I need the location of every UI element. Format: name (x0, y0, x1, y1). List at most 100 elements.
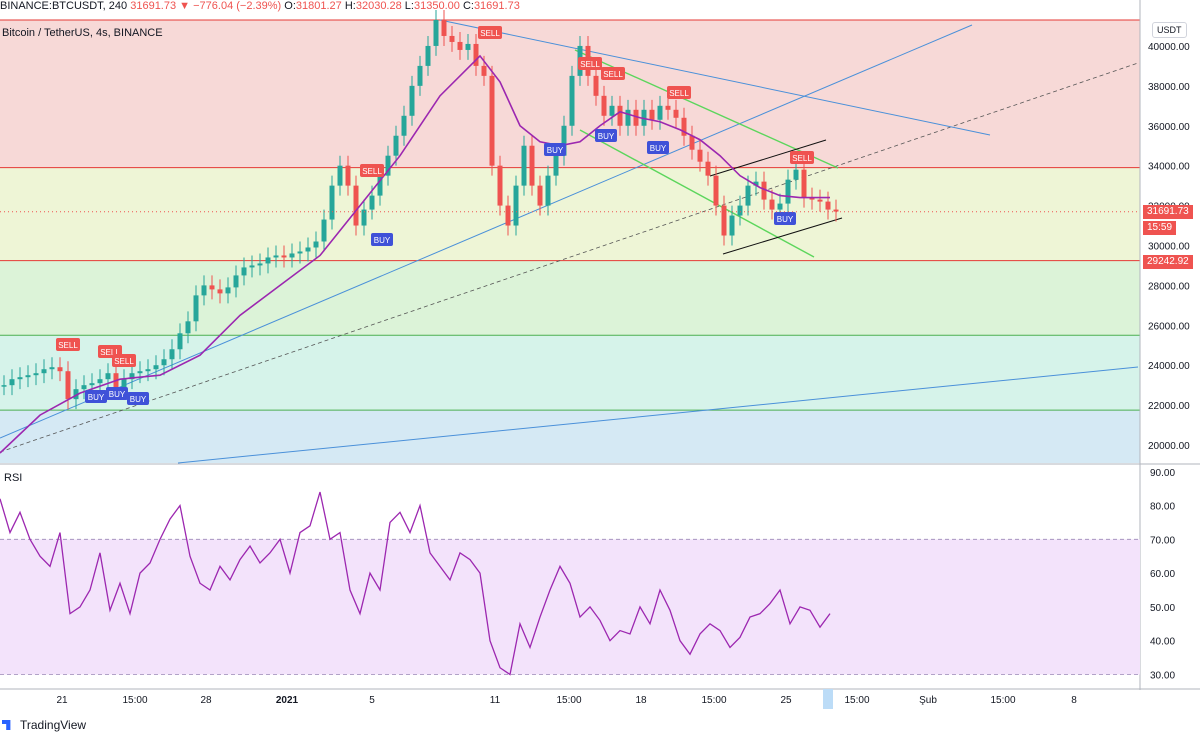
flag-lower-line (722, 217, 843, 255)
price-change: −776.04 (−2.39%) (193, 0, 282, 12)
candle-body (185, 321, 191, 334)
rising-trendline (0, 24, 973, 439)
rsi-band (0, 539, 1140, 675)
symbol-header: BINANCE:BTCUSDT, 240 31691.73 ▼ −776.04 … (0, 0, 520, 14)
symbol-label[interactable]: BINANCE:BTCUSDT, 240 (0, 0, 128, 12)
candle-body (33, 373, 39, 376)
buy-signal (647, 141, 669, 154)
candle-body (177, 333, 183, 350)
candle-body (737, 205, 743, 216)
buy-signal (85, 390, 107, 403)
sell-signal-label: SELL (100, 348, 120, 357)
price-tick-label: 38000.00 (1148, 82, 1190, 93)
sell-signal (790, 151, 814, 164)
time-cursor-marker (823, 689, 833, 709)
buy-signal-label: BUY (130, 395, 147, 404)
candle-body (601, 95, 607, 116)
buy-signal (371, 233, 393, 246)
buy-signal (774, 212, 796, 225)
time-tick-label: 2021 (276, 695, 299, 706)
candle-body (409, 85, 415, 116)
buy-signal-label: BUY (109, 390, 126, 399)
candle-body (169, 349, 175, 360)
candle-body (465, 43, 471, 50)
time-tick-label: Şub (919, 695, 937, 706)
rsi-tick-label: 70.00 (1150, 535, 1175, 546)
candle-body (265, 257, 271, 264)
candle-body (329, 185, 335, 220)
sell-signal-label: SELL (114, 357, 134, 366)
rsi-title[interactable]: RSI (4, 472, 23, 484)
buy-signal (127, 392, 149, 405)
rsi-tick-label: 80.00 (1150, 502, 1175, 513)
candle-body (753, 181, 759, 186)
sell-signal (601, 67, 625, 80)
sell-signal (360, 164, 384, 177)
candle-body (513, 185, 519, 226)
candle-body (625, 109, 631, 126)
candle-body (129, 373, 135, 380)
last-price: 31691.73 (130, 0, 177, 12)
candle-body (633, 109, 639, 126)
candle-body (9, 379, 15, 386)
tradingview-logo[interactable]: TradingView (2, 718, 86, 732)
zone-band (0, 410, 1140, 463)
price-tick-label: 30000.00 (1148, 241, 1190, 252)
zone-band (0, 167, 1140, 261)
time-tick-label: 15:00 (122, 695, 147, 706)
candle-body (569, 75, 575, 126)
candle-body (249, 265, 255, 268)
descending-trendline (439, 19, 991, 136)
candle-body (233, 275, 239, 288)
high-label: H: (344, 0, 356, 12)
time-tick-label: 15:00 (844, 695, 869, 706)
close-value: 31691.73 (473, 0, 520, 12)
candle-body (521, 145, 527, 186)
time-tick-label: 15:00 (990, 695, 1015, 706)
candle-body (201, 285, 207, 296)
sell-signal (478, 26, 502, 39)
candle-body (401, 115, 407, 136)
candle-body (417, 65, 423, 86)
candle-body (649, 109, 655, 120)
candle-body (689, 135, 695, 150)
candle-body (193, 295, 199, 322)
low-label: L: (404, 0, 414, 12)
candle-body (489, 75, 495, 166)
price-tick-label: 20000.00 (1148, 441, 1190, 452)
candle-body (681, 117, 687, 136)
rsi-tick-label: 60.00 (1150, 569, 1175, 580)
price-tick-label: 28000.00 (1148, 281, 1190, 292)
candle-body (105, 373, 111, 380)
buy-signal (106, 387, 128, 400)
candle-body (593, 75, 599, 96)
rsi-tick-label: 90.00 (1150, 468, 1175, 479)
open-label: O: (284, 0, 296, 12)
sell-signal (667, 86, 691, 99)
candle-body (57, 367, 63, 372)
candle-body (289, 253, 295, 258)
candle-body (545, 175, 551, 206)
currency-badge[interactable]: USDT (1152, 22, 1187, 38)
candle-body (505, 205, 511, 226)
candle-body (713, 175, 719, 206)
brand-name: TradingView (20, 718, 87, 732)
candle-body (817, 199, 823, 202)
candle-body (449, 35, 455, 42)
candle-body (145, 369, 151, 372)
candle-body (769, 199, 775, 210)
candle-body (297, 251, 303, 254)
sell-signal-label: SELL (603, 70, 623, 79)
candle-body (497, 165, 503, 206)
zone-band (0, 335, 1140, 411)
price-tick-label: 36000.00 (1148, 122, 1190, 133)
buy-signal-label: BUY (374, 236, 391, 245)
candle-body (617, 105, 623, 126)
candle-body (97, 379, 103, 384)
flag-upper-line (709, 139, 827, 177)
channel-lower-line (579, 129, 815, 258)
time-tick-label: 25 (780, 695, 792, 706)
buy-signal-label: BUY (650, 144, 667, 153)
